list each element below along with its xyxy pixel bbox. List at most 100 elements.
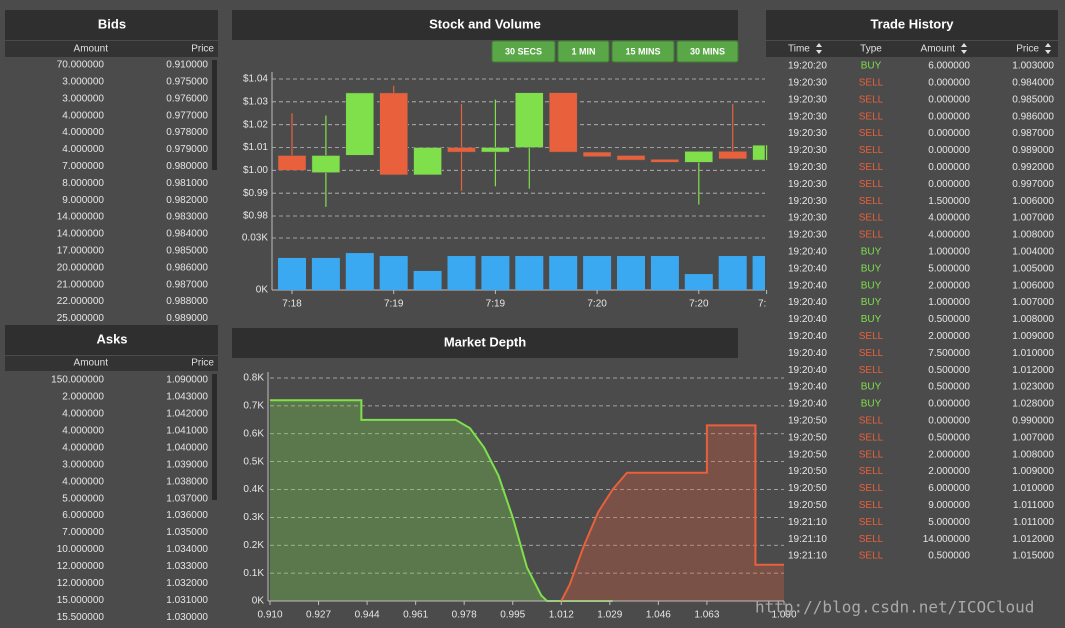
amount-cell: 3.000000 (62, 459, 104, 470)
y-tick-label: $1.00 (243, 165, 268, 176)
column-label[interactable]: Price (1016, 44, 1039, 55)
volume-bar (278, 257, 306, 290)
amount-cell: 10.000000 (57, 544, 105, 555)
sort-icon[interactable] (961, 43, 967, 54)
amount-cell: 2.000000 (928, 331, 970, 342)
x-tick-label: 0.927 (306, 610, 331, 621)
price-cell: 1.009000 (1012, 331, 1054, 342)
price-cell: 0.984000 (1012, 78, 1054, 89)
interval-button-label[interactable]: 15 MINS (625, 46, 660, 56)
time-cell: 19:20:50 (788, 466, 827, 477)
interval-button[interactable] (557, 40, 610, 63)
amount-cell: 1.000000 (928, 297, 970, 308)
candle-body (548, 92, 578, 153)
time-cell: 19:20:30 (788, 128, 827, 139)
interval-button[interactable] (491, 40, 556, 63)
y-tick-label: 0.3K (243, 512, 264, 523)
column-label: Type (860, 44, 882, 55)
y-tick-label: 0.4K (243, 484, 264, 495)
amount-cell: 5.000000 (62, 493, 104, 504)
y-tick-label: $1.04 (243, 74, 268, 85)
interval-button[interactable] (676, 40, 739, 63)
column-label: Price (191, 358, 214, 369)
amount-cell: 7.000000 (62, 161, 104, 172)
type-cell: SELL (859, 213, 884, 224)
amount-cell: 0.500000 (928, 314, 970, 325)
type-cell: SELL (859, 416, 884, 427)
volume-bar (379, 256, 408, 290)
volume-bar (617, 256, 645, 290)
x-tick-label: 0.995 (500, 610, 525, 621)
price-cell: 0.977000 (166, 110, 208, 121)
time-cell: 19:20:50 (788, 483, 827, 494)
amount-cell: 150.000000 (51, 375, 104, 386)
type-cell: BUY (861, 263, 882, 274)
x-tick-label: 7:19 (384, 299, 404, 310)
x-tick-label: 0.910 (257, 610, 282, 621)
y-tick-label: $1.02 (243, 119, 268, 130)
price-cell: 1.035000 (166, 527, 208, 538)
time-cell: 19:20:40 (788, 365, 827, 376)
panel-title: Stock and Volume (429, 16, 541, 31)
price-cell: 0.986000 (1012, 111, 1054, 122)
amount-cell: 9.000000 (928, 500, 970, 511)
type-cell: SELL (859, 78, 884, 89)
scrollbar[interactable] (212, 374, 217, 500)
y-tick-label: 0.7K (243, 401, 264, 412)
price-cell: 1.032000 (166, 578, 208, 589)
price-cell: 0.979000 (166, 144, 208, 155)
panel-header (232, 328, 738, 358)
price-cell: 0.989000 (166, 313, 208, 324)
sort-icon[interactable] (1045, 43, 1051, 54)
amount-cell: 5.000000 (928, 263, 970, 274)
interval-button-label[interactable]: 1 MIN (571, 46, 595, 56)
amount-cell: 4.000000 (62, 144, 104, 155)
panel-header (5, 10, 218, 40)
time-cell: 19:20:40 (788, 280, 827, 291)
column-label[interactable]: Amount (921, 44, 956, 55)
depth-area (561, 425, 784, 601)
time-cell: 19:20:40 (788, 331, 827, 342)
amount-cell: 0.500000 (928, 365, 970, 376)
time-cell: 19:20:30 (788, 179, 827, 190)
candle-body (481, 147, 510, 153)
panel-title: Bids (98, 16, 126, 31)
price-cell: 1.033000 (166, 561, 208, 572)
price-cell: 0.988000 (166, 296, 208, 307)
x-tick-label: 7:19 (486, 299, 506, 310)
amount-cell: 1.500000 (928, 196, 970, 207)
price-cell: 1.090000 (166, 375, 208, 386)
price-cell: 1.012000 (1012, 534, 1054, 545)
candle-body (379, 92, 408, 176)
time-cell: 19:21:10 (788, 534, 827, 545)
amount-cell: 5.000000 (928, 517, 970, 528)
x-tick-label: 7: (758, 299, 766, 310)
y2-tick-label: 0K (256, 285, 269, 296)
amount-cell: 4.000000 (62, 110, 104, 121)
amount-cell: 8.000000 (62, 178, 104, 189)
panel-title: Asks (96, 331, 127, 346)
type-cell: BUY (861, 399, 882, 410)
y-tick-label: 0K (252, 596, 265, 607)
panel-title: Trade History (870, 16, 954, 31)
column-header (766, 41, 1058, 57)
interval-button[interactable] (611, 40, 675, 63)
column-label[interactable]: Time (788, 44, 810, 55)
price-cell: 0.987000 (1012, 128, 1054, 139)
interval-button-label[interactable]: 30 MINS (690, 46, 725, 56)
sort-icon[interactable] (816, 43, 822, 54)
time-cell: 19:20:40 (788, 247, 827, 258)
panel-title: Market Depth (444, 334, 526, 349)
candle-body (582, 151, 612, 157)
price-cell: 1.006000 (1012, 196, 1054, 207)
interval-button-label[interactable]: 30 SECS (505, 46, 542, 56)
amount-cell: 4.000000 (62, 442, 104, 453)
candle-body (650, 159, 680, 163)
price-cell: 0.990000 (1012, 416, 1054, 427)
type-cell: SELL (859, 111, 884, 122)
type-cell: SELL (859, 483, 884, 494)
volume-bar (752, 256, 765, 290)
scrollbar[interactable] (212, 60, 217, 170)
volume-bar (515, 256, 544, 290)
